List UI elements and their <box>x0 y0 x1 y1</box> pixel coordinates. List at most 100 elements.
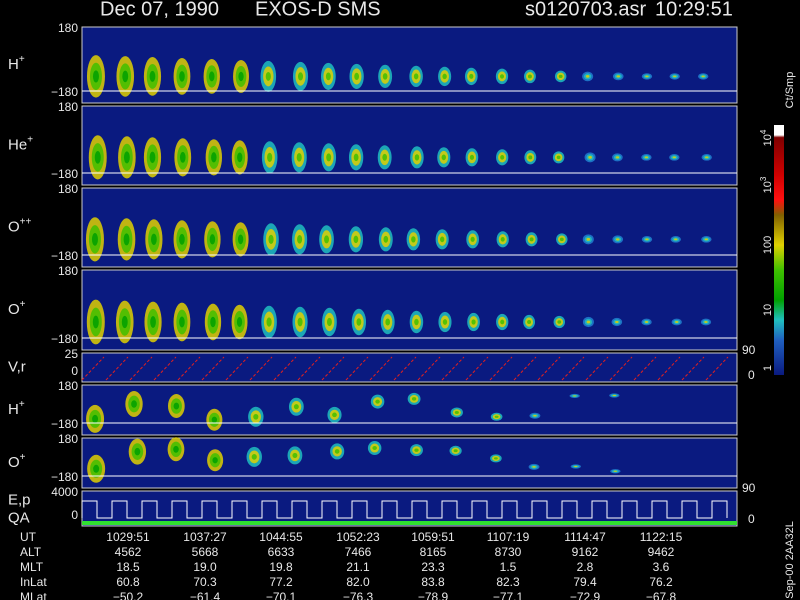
tick-base: 10 <box>762 181 774 193</box>
spectrum-blob <box>527 74 532 79</box>
tick-base: 1 <box>762 365 774 371</box>
label-sup: + <box>20 452 26 463</box>
spectrum-blob <box>612 394 617 397</box>
spectrum-blob <box>558 74 563 79</box>
label-text: H <box>8 56 19 73</box>
spectrum-blob <box>179 316 185 328</box>
axis-bottom: −180 <box>51 85 78 99</box>
footer-value: 9162 <box>572 545 599 559</box>
spectrum-blob <box>644 156 649 159</box>
spectrum-blob <box>453 449 458 453</box>
spectrum-blob <box>149 151 156 164</box>
label-text: H <box>8 401 19 418</box>
footer-value: 79.4 <box>573 575 597 589</box>
panel-label: E,p <box>8 491 31 508</box>
footer-value: 19.0 <box>193 560 217 574</box>
spectrum-blob <box>209 234 216 245</box>
spectrum-blob <box>173 445 179 453</box>
spectrum-blob <box>332 412 337 418</box>
spectrum-blob <box>297 235 303 244</box>
panel-label: O++ <box>8 217 32 236</box>
spectrum-blob <box>572 395 577 397</box>
spectrum-blob <box>493 457 498 460</box>
code: Sep-00 2AA32L <box>784 521 796 599</box>
spectrum-blob <box>414 154 420 161</box>
colorbar-title: Ct/Smp <box>784 72 796 109</box>
spectrum-blob <box>672 75 677 78</box>
spectrum-blob <box>292 452 298 458</box>
axis-top: 25 <box>65 347 79 361</box>
colorbar <box>774 125 784 375</box>
footer-value: 19.8 <box>269 560 293 574</box>
spectrum-blob <box>267 152 273 162</box>
footer-value: 9462 <box>648 545 675 559</box>
spectrum-blob <box>500 237 505 242</box>
spectrum-blob <box>615 156 620 159</box>
spectrum-blob <box>588 155 592 159</box>
axis-bottom: −180 <box>51 332 78 346</box>
red-sawtooth <box>81 356 729 381</box>
spectrum-blob <box>179 71 185 82</box>
spectrum-blob <box>211 416 218 423</box>
spectrum-blob <box>556 155 561 160</box>
label-sup: + <box>20 299 26 310</box>
spectrum-blob <box>92 70 99 83</box>
spectrum-blob <box>500 319 505 325</box>
spectrum-blob <box>353 235 359 244</box>
label-text: He <box>8 136 27 153</box>
spectrum-blob <box>325 72 331 81</box>
spectrum-blob <box>383 235 389 243</box>
spectrum-blob <box>469 73 474 79</box>
tick-base: 10 <box>762 134 774 146</box>
colorbar-tick: 10 <box>762 304 774 316</box>
spectrum-blob <box>533 414 537 417</box>
footer-value: 83.8 <box>421 575 445 589</box>
axis-bottom: 0 <box>71 364 78 378</box>
spectrum-blob <box>382 153 387 161</box>
colorbar-tick: 103 <box>759 176 774 193</box>
spectrum-blob <box>704 156 709 159</box>
footer-value: 5668 <box>192 545 219 559</box>
spectrum-blob <box>265 71 271 81</box>
axis-bottom: −180 <box>51 167 78 181</box>
spectrum-blob <box>471 319 476 325</box>
spectrum-blob <box>527 319 532 325</box>
footer-value: −70.1 <box>266 590 297 600</box>
axis-top: 180 <box>58 432 78 446</box>
spectrum-blob <box>559 237 564 242</box>
footer-value: −78.9 <box>418 590 449 600</box>
panel-label: H+ <box>8 54 25 73</box>
spectrum-blob <box>615 238 620 241</box>
spectrum-blob <box>441 154 446 161</box>
axis-bottom: −180 <box>51 249 78 263</box>
colorbar-tick: 100 <box>762 236 774 254</box>
footer-value: 70.3 <box>193 575 217 589</box>
spectrum-blob <box>131 400 137 408</box>
footer-value: 7466 <box>345 545 372 559</box>
spectrum-blob <box>469 154 475 160</box>
panel-label2: QA <box>8 509 30 526</box>
spectrum-blob <box>237 234 244 245</box>
axis-top: 180 <box>58 379 78 393</box>
footer-value: 1.5 <box>500 560 517 574</box>
footer-value: 76.2 <box>649 575 673 589</box>
spectrum-blob <box>151 233 157 246</box>
footer-value: 23.3 <box>421 560 445 574</box>
spectrum-blob <box>499 74 505 79</box>
spectrum-blob <box>411 397 417 401</box>
spectrum-blob <box>123 233 130 246</box>
footer-value: −77.1 <box>493 590 524 600</box>
panel <box>81 352 738 383</box>
spectrum-blob <box>94 151 101 164</box>
axis-bottom: 0 <box>71 508 78 522</box>
panel-label: V,r <box>8 358 26 375</box>
spectrum-blob <box>356 318 362 326</box>
footer-label: UT <box>20 530 37 544</box>
spectrum-blob <box>645 75 649 78</box>
spectrum-blob <box>382 73 388 80</box>
spectrum-blob <box>334 449 340 454</box>
tick-base: 100 <box>762 236 774 254</box>
spectrum-blob <box>704 238 709 241</box>
spectrum-blob <box>92 315 99 329</box>
axis-top: 180 <box>58 100 78 114</box>
